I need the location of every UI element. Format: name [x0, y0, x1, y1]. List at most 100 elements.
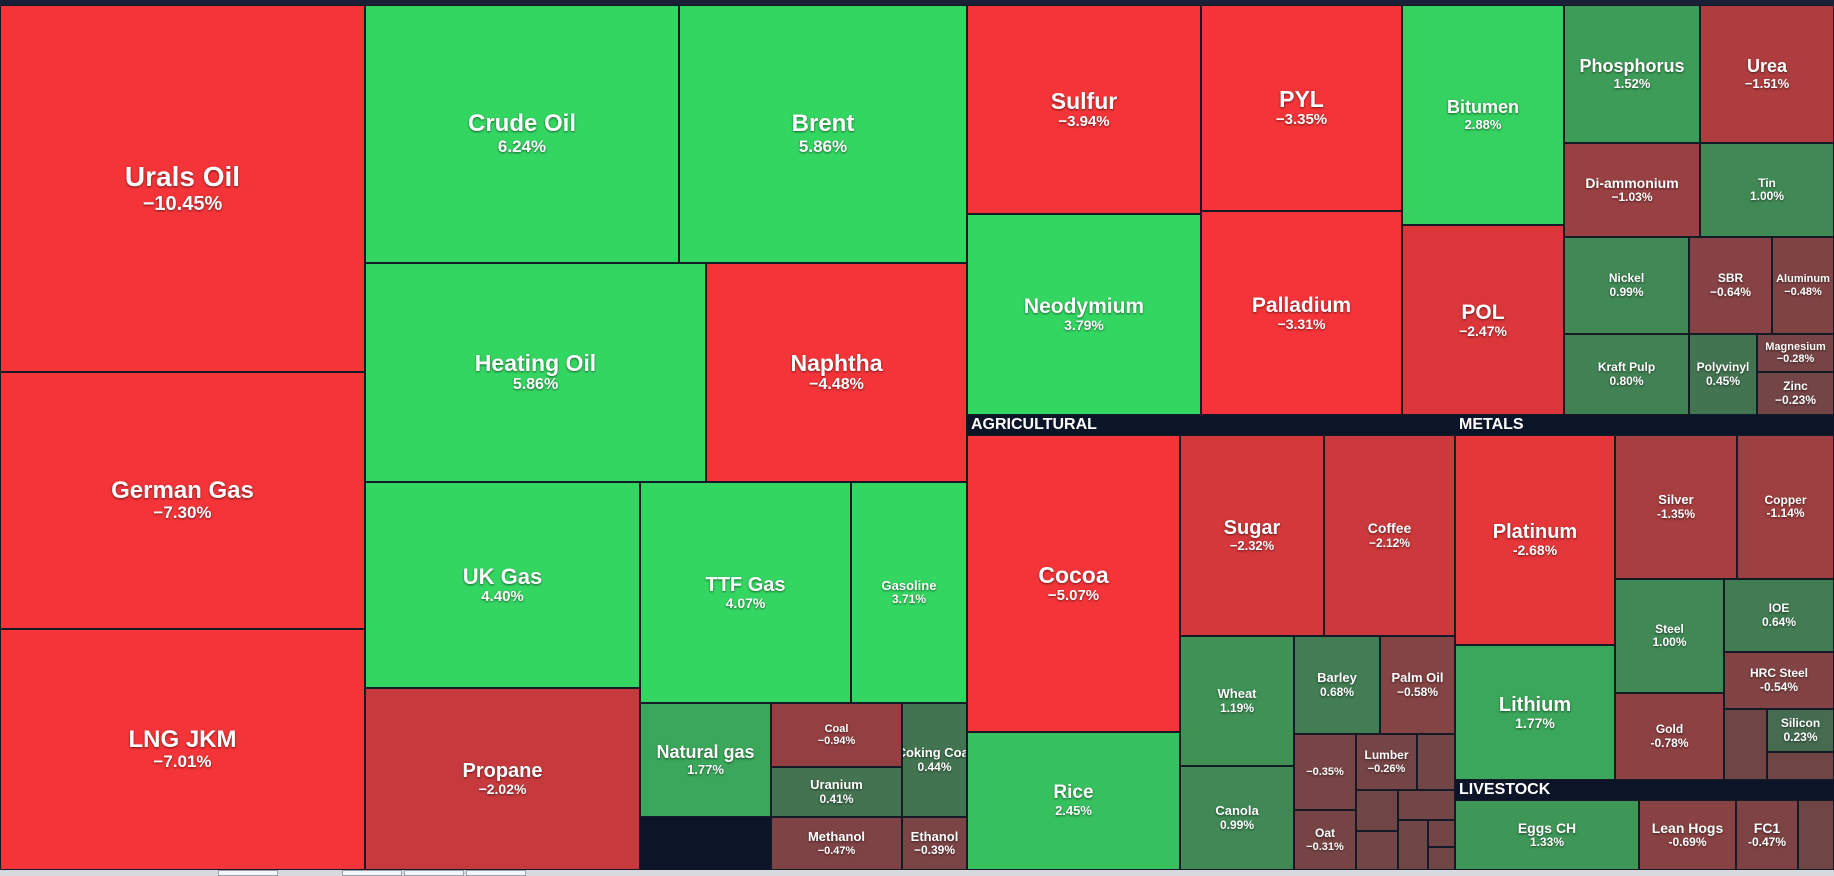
tile-label: HRC Steel [1749, 666, 1808, 681]
tile-label: Cocoa [1038, 561, 1109, 588]
tile-tin[interactable]: Tin 1.00% [1700, 143, 1834, 237]
bottom-tab[interactable] [466, 870, 526, 876]
tile-gold[interactable]: Gold -0.78% [1615, 693, 1724, 780]
tile-brent[interactable]: Brent 5.86% [679, 5, 967, 263]
tile-unlabeled[interactable] [1398, 790, 1455, 820]
tile-silicon[interactable]: Silicon 0.23% [1767, 709, 1834, 752]
tile-label: Urals Oil [124, 161, 241, 193]
tile-palm-oil[interactable]: Palm Oil −0.58% [1380, 636, 1455, 734]
tile-change: −2.12% [1368, 535, 1411, 550]
tile-unlabeled[interactable] [1724, 709, 1767, 780]
tile-methanol[interactable]: Methanol −0.47% [771, 817, 902, 870]
tile-label: Lithium [1498, 693, 1572, 716]
tile-change: −10.45% [142, 192, 223, 215]
tile-platinum[interactable]: Platinum -2.68% [1455, 435, 1615, 645]
tile-di-ammonium[interactable]: Di-ammonium −1.03% [1564, 143, 1700, 237]
bottom-tab[interactable] [404, 870, 464, 876]
tile-ioe[interactable]: IOE 0.64% [1724, 579, 1834, 652]
tile-uranium[interactable]: Uranium 0.41% [771, 767, 902, 817]
tile-naphtha[interactable]: Naphtha −4.48% [706, 263, 967, 482]
tile-uk-gas[interactable]: UK Gas 4.40% [365, 482, 640, 688]
tile-change: 1.77% [1515, 714, 1555, 731]
tile-change: 1.00% [1749, 189, 1785, 203]
tile-change: −0.47% [817, 844, 856, 857]
tile-unlabeled[interactable] [1356, 831, 1398, 870]
tile-coking-coal[interactable]: Coking Coal0.44% [902, 703, 967, 817]
tile-lithium[interactable]: Lithium 1.77% [1455, 645, 1615, 780]
tile-heating-oil[interactable]: Heating Oil 5.86% [365, 263, 706, 482]
tile-hrc-steel[interactable]: HRC Steel -0.54% [1724, 652, 1834, 709]
tile-unlabeled[interactable] [1767, 752, 1834, 780]
tile-label: SBR [1717, 271, 1744, 286]
tile-change: −0.94% [817, 735, 856, 747]
tile-change: 0.99% [1219, 817, 1255, 832]
tile-unlabeled[interactable] [1428, 847, 1455, 870]
tile-cocoa[interactable]: Cocoa −5.07% [967, 435, 1180, 732]
tile-label: Coal [824, 722, 849, 735]
tile-bitumen[interactable]: Bitumen 2.88% [1402, 5, 1564, 225]
tile-magnesium[interactable]: Magnesium −0.28% [1757, 334, 1834, 372]
tile-silver[interactable]: Silver -1.35% [1615, 435, 1737, 579]
tile-german-gas[interactable]: German Gas −7.30% [0, 372, 365, 629]
tile-change: −0.31% [1306, 840, 1344, 853]
tile-steel[interactable]: Steel 1.00% [1615, 579, 1724, 693]
tile-urals-oil[interactable]: Urals Oil −10.45% [0, 5, 365, 372]
tile-unlabeled[interactable] [1356, 790, 1398, 831]
tile-unlabeled[interactable] [1798, 800, 1834, 870]
tile-polyvinyl[interactable]: Polyvinyl 0.45% [1689, 334, 1757, 415]
tile-lumber[interactable]: Lumber −0.26% [1356, 734, 1417, 790]
tile-urea[interactable]: Urea −1.51% [1700, 5, 1834, 143]
tile-change: 5.86% [798, 136, 848, 156]
tile-wheat[interactable]: Wheat 1.19% [1180, 636, 1294, 766]
tile-natural-gas[interactable]: Natural gas 1.77% [640, 703, 771, 817]
tile-label: Wheat [1217, 686, 1257, 702]
tile-change: −3.35% [1275, 111, 1328, 129]
tile-change: 2.88% [1464, 116, 1502, 132]
tile-palladium[interactable]: Palladium −3.31% [1201, 211, 1402, 415]
tile-coffee[interactable]: Coffee −2.12% [1324, 435, 1455, 636]
tile-label: Aluminum [1776, 273, 1830, 286]
tile-oat[interactable]: Oat −0.31% [1294, 810, 1356, 870]
tile-change: −0.28% [1776, 353, 1815, 365]
tile-label: Natural gas [656, 741, 755, 762]
tile-label: Canola [1215, 803, 1259, 819]
tile-ethanol[interactable]: Ethanol −0.39% [902, 817, 967, 870]
tile-propane[interactable]: Propane −2.02% [365, 688, 640, 870]
tile-unnamed[interactable]: −0.35% [1294, 734, 1356, 810]
tile-sbr[interactable]: SBR −0.64% [1689, 237, 1772, 334]
tile-rice[interactable]: Rice 2.45% [967, 732, 1180, 870]
tile-pyl[interactable]: PYL −3.35% [1201, 5, 1402, 211]
tile-kraft-pulp[interactable]: Kraft Pulp 0.80% [1564, 334, 1689, 415]
bottom-tab[interactable] [218, 870, 278, 876]
tile-unlabeled[interactable] [1428, 820, 1455, 847]
tile-phosphorus[interactable]: Phosphorus 1.52% [1564, 5, 1700, 143]
tile-unlabeled[interactable] [1417, 734, 1455, 790]
tile-fc1[interactable]: FC1 -0.47% [1736, 800, 1798, 870]
tile-sugar[interactable]: Sugar −2.32% [1180, 435, 1324, 636]
tile-label: Uranium [810, 777, 863, 793]
tile-change: −2.47% [1459, 322, 1507, 339]
tile-pol[interactable]: POL −2.47% [1402, 225, 1564, 415]
tile-copper[interactable]: Copper -1.14% [1737, 435, 1834, 579]
tile-change: 0.99% [1609, 284, 1644, 299]
tile-crude-oil[interactable]: Crude Oil 6.24% [365, 5, 679, 263]
tile-ttf-gas[interactable]: TTF Gas 4.07% [640, 482, 851, 703]
tile-lng-jkm[interactable]: LNG JKM −7.01% [0, 629, 365, 870]
tile-unlabeled[interactable] [1398, 820, 1428, 870]
tile-lean-hogs[interactable]: Lean Hogs -0.69% [1639, 800, 1736, 870]
tile-sulfur[interactable]: Sulfur −3.94% [967, 5, 1201, 214]
tile-label: Urea [1746, 55, 1788, 76]
tile-change: -2.68% [1512, 542, 1558, 559]
tile-aluminum[interactable]: Aluminum −0.48% [1772, 237, 1834, 334]
tile-coal[interactable]: Coal −0.94% [771, 703, 902, 767]
tile-gasoline[interactable]: Gasoline 3.71% [851, 482, 967, 703]
tile-eggs-ch[interactable]: Eggs CH 1.33% [1455, 800, 1639, 870]
tile-barley[interactable]: Barley 0.68% [1294, 636, 1380, 734]
tile-canola[interactable]: Canola 0.99% [1180, 766, 1294, 870]
bottom-tab[interactable] [342, 870, 402, 876]
tile-neodymium[interactable]: Neodymium 3.79% [967, 214, 1201, 415]
tile-label: Kraft Pulp [1597, 360, 1656, 375]
tile-change: −2.02% [478, 781, 527, 798]
tile-nickel[interactable]: Nickel 0.99% [1564, 237, 1689, 334]
tile-zinc[interactable]: Zinc −0.23% [1757, 372, 1834, 415]
